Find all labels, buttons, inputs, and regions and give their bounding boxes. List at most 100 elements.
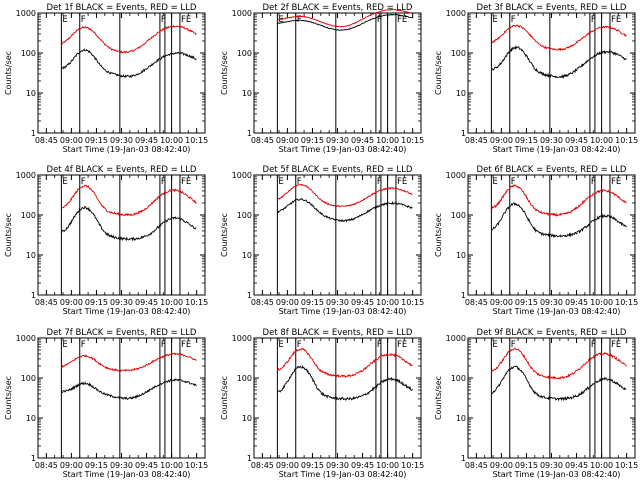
lld-series-line [276, 347, 413, 378]
x-tick-label: 10:15 [615, 136, 638, 145]
event-marker-label: F [377, 15, 382, 25]
events-series-line [277, 13, 413, 31]
x-tick-label: 10:15 [615, 461, 638, 470]
x-tick-label: 10:15 [185, 461, 208, 470]
panel-title: Det 8f BLACK = Events, RED = LLD [263, 328, 413, 338]
y-tick-label: 1000 [446, 171, 466, 180]
lld-series-line [491, 24, 627, 52]
x-tick-label: 09:45 [565, 298, 588, 307]
y-tick-label: 1 [461, 291, 466, 300]
y-axis-label: Counts/sec [4, 376, 13, 420]
event-marker-label: FE [611, 15, 621, 25]
y-tick-label: 1 [461, 454, 466, 463]
x-tick-label: 09:15 [301, 461, 324, 470]
panel-title: Det 2f BLACK = Events, RED = LLD [263, 3, 413, 13]
event-marker-label: FE [181, 177, 191, 187]
lld-series-line [277, 183, 413, 208]
x-tick-label: 09:30 [540, 298, 563, 307]
event-marker-label: FE [181, 15, 191, 25]
x-tick-label: 09:15 [85, 298, 108, 307]
event-marker-label: F [511, 15, 516, 25]
x-axis-label: Start Time (19-Jan-03 08:42:40) [279, 307, 407, 316]
event-marker-label: F [161, 340, 166, 350]
x-tick-label: 08:45 [465, 461, 488, 470]
lld-series-line [61, 352, 197, 373]
y-axis-label: Counts/sec [434, 51, 443, 95]
x-tick-label: 09:00 [60, 136, 83, 145]
y-tick-label: 1 [31, 129, 36, 138]
x-tick-label: 08:45 [35, 136, 58, 145]
y-tick-label: 10 [26, 89, 36, 98]
y-tick-label: 10 [456, 89, 466, 98]
y-tick-label: 10 [242, 89, 252, 98]
y-axis-label: Counts/sec [4, 51, 13, 95]
events-series-line [61, 48, 197, 79]
x-axis-label: Start Time (19-Jan-03 08:42:40) [493, 145, 621, 154]
x-tick-label: 10:00 [590, 461, 613, 470]
x-tick-label: 08:45 [465, 298, 488, 307]
x-tick-label: 10:15 [185, 298, 208, 307]
x-tick-label: 09:00 [60, 461, 83, 470]
x-tick-label: 08:45 [35, 298, 58, 307]
x-tick-label: 09:00 [276, 298, 299, 307]
x-tick-label: 10:15 [401, 461, 424, 470]
x-tick-label: 09:00 [490, 298, 513, 307]
y-tick-label: 100 [237, 211, 252, 220]
event-marker-label: F [297, 177, 302, 187]
x-tick-label: 10:15 [401, 298, 424, 307]
y-tick-label: 100 [237, 49, 252, 58]
event-marker-label: FE [611, 177, 621, 187]
y-tick-label: 10 [456, 414, 466, 423]
panel-title: Det 6f BLACK = Events, RED = LLD [477, 165, 627, 175]
panel-title: Det 7f BLACK = Events, RED = LLD [47, 328, 197, 338]
y-tick-label: 100 [451, 211, 466, 220]
event-marker-label: F [81, 15, 86, 25]
event-marker-label: F [591, 177, 596, 187]
x-tick-label: 09:15 [85, 136, 108, 145]
y-tick-label: 1000 [232, 334, 252, 343]
x-axis-label: Start Time (19-Jan-03 08:42:40) [63, 307, 191, 316]
y-tick-label: 100 [21, 211, 36, 220]
y-tick-label: 1000 [16, 9, 36, 18]
event-marker-label: FE [611, 340, 621, 350]
event-marker-label: F [81, 177, 86, 187]
y-tick-label: 1000 [446, 334, 466, 343]
event-marker-label: F [81, 340, 86, 350]
event-marker-label: F [377, 177, 382, 187]
x-tick-label: 08:45 [251, 461, 274, 470]
x-tick-label: 09:45 [135, 298, 158, 307]
event-marker-label: FE [397, 15, 407, 25]
lld-series-line [491, 184, 627, 218]
x-tick-label: 09:45 [351, 298, 374, 307]
x-tick-label: 09:30 [110, 136, 133, 145]
event-marker-label: F [511, 340, 516, 350]
x-tick-label: 09:15 [515, 298, 538, 307]
y-axis-label: Counts/sec [434, 376, 443, 420]
panel-det-8: Det 8f BLACK = Events, RED = LLD 1 10 100 10… [220, 328, 424, 479]
event-marker-label: F [591, 340, 596, 350]
lld-series-line [61, 184, 197, 217]
x-tick-label: 09:00 [60, 298, 83, 307]
x-tick-label: 09:00 [490, 461, 513, 470]
x-tick-label: 09:30 [326, 136, 349, 145]
x-tick-label: 09:45 [351, 136, 374, 145]
x-tick-label: 10:00 [376, 136, 399, 145]
y-axis-label: Counts/sec [4, 213, 13, 257]
events-series-line [276, 364, 413, 401]
y-tick-label: 1000 [16, 171, 36, 180]
panel-det-5: Det 5f BLACK = Events, RED = LLD 1 10 100 10… [220, 165, 424, 316]
y-tick-label: 10 [242, 251, 252, 260]
x-tick-label: 10:00 [160, 136, 183, 145]
x-tick-label: 09:15 [301, 298, 324, 307]
y-tick-label: 1000 [16, 334, 36, 343]
x-tick-label: 10:00 [160, 461, 183, 470]
events-series-line [491, 45, 627, 79]
y-tick-label: 1 [247, 291, 252, 300]
y-tick-label: 100 [451, 374, 466, 383]
panel-det-3: Det 3f BLACK = Events, RED = LLD 1 10 100 10… [434, 3, 638, 154]
x-tick-label: 08:45 [251, 136, 274, 145]
y-tick-label: 1 [247, 454, 252, 463]
panel-title: Det 3f BLACK = Events, RED = LLD [477, 3, 627, 13]
panel-det-4: Det 4f BLACK = Events, RED = LLD 1 10 100 10… [4, 165, 208, 316]
